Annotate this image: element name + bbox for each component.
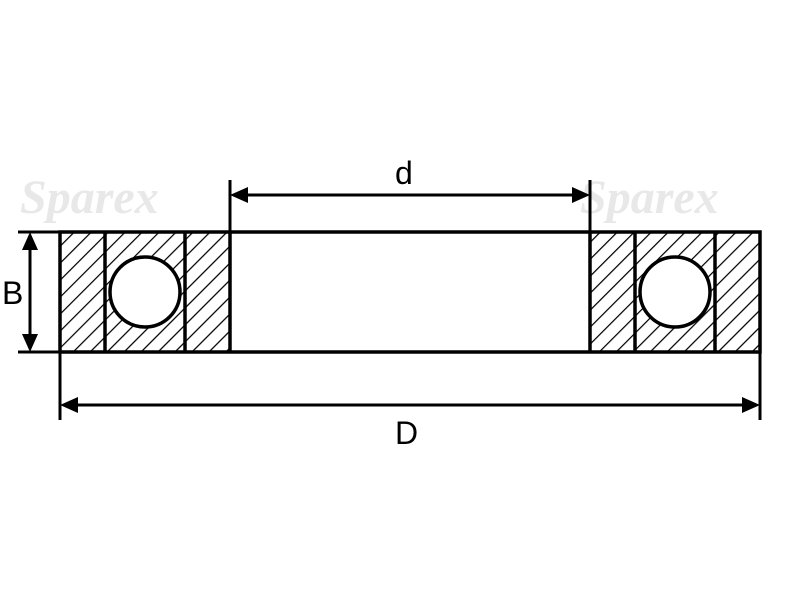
label-d-text: d	[395, 155, 413, 191]
label-big-d-text: D	[395, 415, 418, 451]
label-big-d: D	[395, 415, 418, 452]
label-d: d	[395, 155, 413, 192]
label-b: B	[2, 275, 23, 312]
label-b-text: B	[2, 275, 23, 311]
bearing-diagram: Sparex Sparex	[0, 0, 800, 600]
bearing-svg	[0, 0, 800, 600]
